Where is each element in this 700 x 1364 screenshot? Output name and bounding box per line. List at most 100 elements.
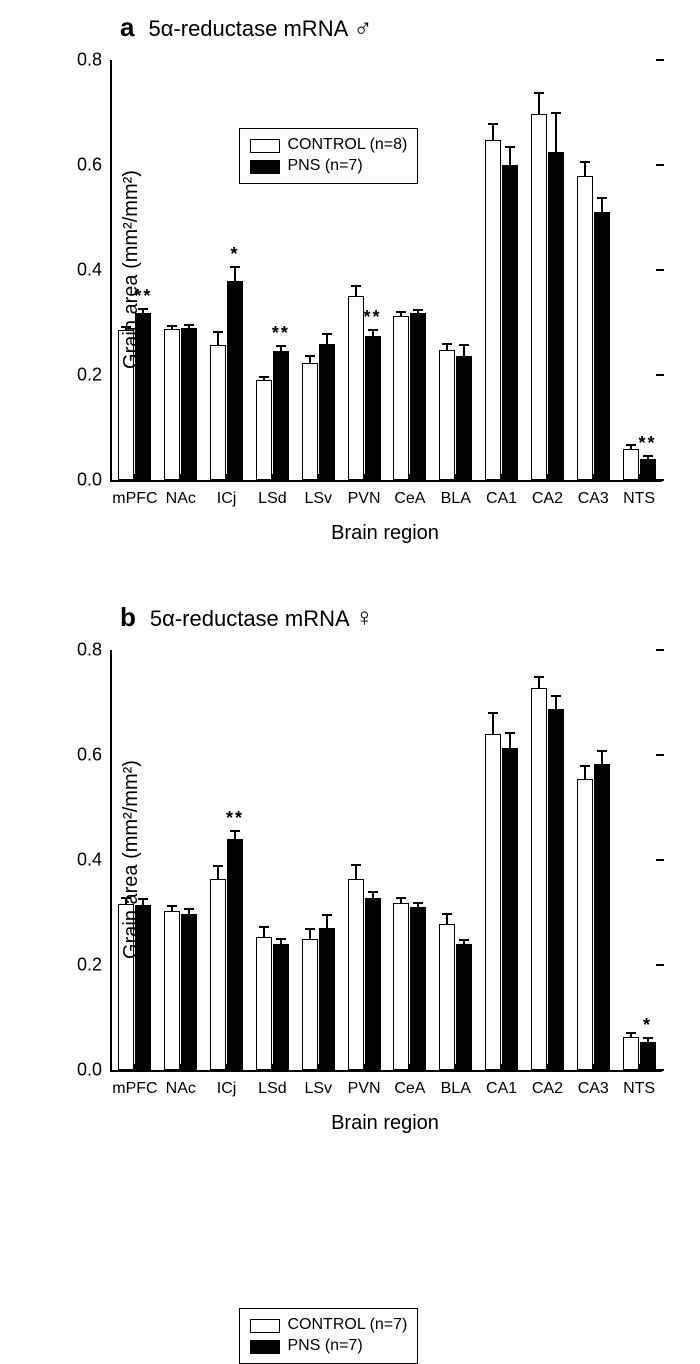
ytick-mark [656, 1069, 664, 1071]
panel-title-a: a5α-reductase mRNA ♂ [120, 12, 373, 43]
error-cap [488, 123, 498, 125]
error-cap [167, 325, 177, 327]
legend-label: CONTROL (n=7) [288, 1315, 408, 1336]
bar-pns [410, 907, 426, 1070]
legend-swatch [250, 1319, 280, 1333]
bar-pns [273, 351, 289, 480]
error-bar [538, 677, 540, 689]
legend-label: PNS (n=7) [288, 156, 363, 177]
significance-marker: ** [272, 323, 290, 344]
bar-control [210, 879, 226, 1070]
error-cap [396, 897, 406, 899]
bar-control [256, 937, 272, 1070]
error-cap [580, 765, 590, 767]
error-cap [184, 908, 194, 910]
error-bar [601, 198, 603, 213]
xtick-label: CA1 [486, 480, 517, 508]
xtick-label: LSd [258, 480, 286, 508]
bar-control [256, 380, 272, 480]
error-bar [492, 713, 494, 734]
bar-control [623, 1037, 639, 1070]
error-cap [276, 345, 286, 347]
sex-symbol: ♀ [355, 602, 375, 632]
error-bar [509, 147, 511, 165]
error-cap [413, 902, 423, 904]
bar-pns [181, 328, 197, 480]
error-cap [322, 333, 332, 335]
significance-marker: ** [639, 433, 657, 454]
bar-pns [640, 459, 656, 480]
error-cap [580, 161, 590, 163]
error-bar [217, 866, 219, 879]
bar-pns [181, 914, 197, 1070]
sex-symbol: ♂ [353, 12, 373, 42]
error-bar [555, 696, 557, 709]
bar-control [393, 316, 409, 480]
ytick-label: 0.0 [77, 470, 112, 491]
error-cap [459, 939, 469, 941]
ytick-label: 0.4 [77, 850, 112, 871]
error-cap [368, 329, 378, 331]
y-axis-label: Grain area (mm²/mm²) [120, 760, 143, 959]
legend-label: CONTROL (n=8) [288, 135, 408, 156]
xtick-label: CeA [394, 1070, 425, 1098]
error-cap [505, 732, 515, 734]
xtick-label: NAc [166, 1070, 196, 1098]
ytick-mark [656, 859, 664, 861]
bar-pns [456, 356, 472, 480]
x-axis-label: Brain region [331, 1112, 439, 1135]
figure: a5α-reductase mRNA ♂0.00.20.40.60.8mPFC*… [0, 0, 700, 1200]
ytick-label: 0.6 [77, 745, 112, 766]
bar-control [439, 350, 455, 480]
bar-control [485, 734, 501, 1070]
ytick-mark [656, 479, 664, 481]
error-bar [584, 766, 586, 779]
error-bar [263, 927, 265, 938]
xtick-label: LSv [304, 1070, 332, 1098]
ytick-label: 0.0 [77, 1060, 112, 1081]
legend-item: PNS (n=7) [250, 156, 408, 177]
bar-control [577, 176, 593, 481]
error-cap [305, 355, 315, 357]
error-cap [259, 926, 269, 928]
error-cap [643, 455, 653, 457]
bar-pns [594, 764, 610, 1070]
plot-area-b: 0.00.20.40.60.8mPFCNAcICj**LSdLSvPVNCeAB… [110, 650, 662, 1072]
legend-item: CONTROL (n=7) [250, 1315, 408, 1336]
error-bar [446, 914, 448, 925]
xtick-label: BLA [441, 1070, 471, 1098]
error-cap [259, 376, 269, 378]
bar-control [439, 924, 455, 1070]
bar-pns [502, 748, 518, 1070]
bar-pns [594, 212, 610, 480]
bar-pns [502, 165, 518, 480]
error-bar [217, 332, 219, 345]
bar-pns [365, 898, 381, 1070]
error-bar [309, 356, 311, 364]
bar-control [302, 939, 318, 1070]
error-cap [488, 712, 498, 714]
ytick-mark [656, 374, 664, 376]
ytick-mark [656, 649, 664, 651]
legend-item: PNS (n=7) [250, 1336, 408, 1357]
bar-control [302, 363, 318, 480]
ytick-label: 0.8 [77, 50, 112, 71]
error-cap [213, 865, 223, 867]
xtick-label: NTS [623, 1070, 655, 1098]
bar-control [531, 688, 547, 1070]
xtick-label: CA1 [486, 1070, 517, 1098]
panel-letter: a [120, 12, 134, 42]
error-cap [396, 311, 406, 313]
ytick-mark [656, 164, 664, 166]
error-cap [442, 913, 452, 915]
bar-control [210, 345, 226, 480]
ytick-mark [656, 269, 664, 271]
xtick-label: mPFC [112, 480, 157, 508]
xtick-label: PVN [348, 1070, 381, 1098]
bar-control [623, 449, 639, 481]
ytick-mark [656, 59, 664, 61]
error-cap [351, 285, 361, 287]
ytick-mark [656, 754, 664, 756]
bar-pns [319, 344, 335, 481]
error-bar [309, 929, 311, 938]
